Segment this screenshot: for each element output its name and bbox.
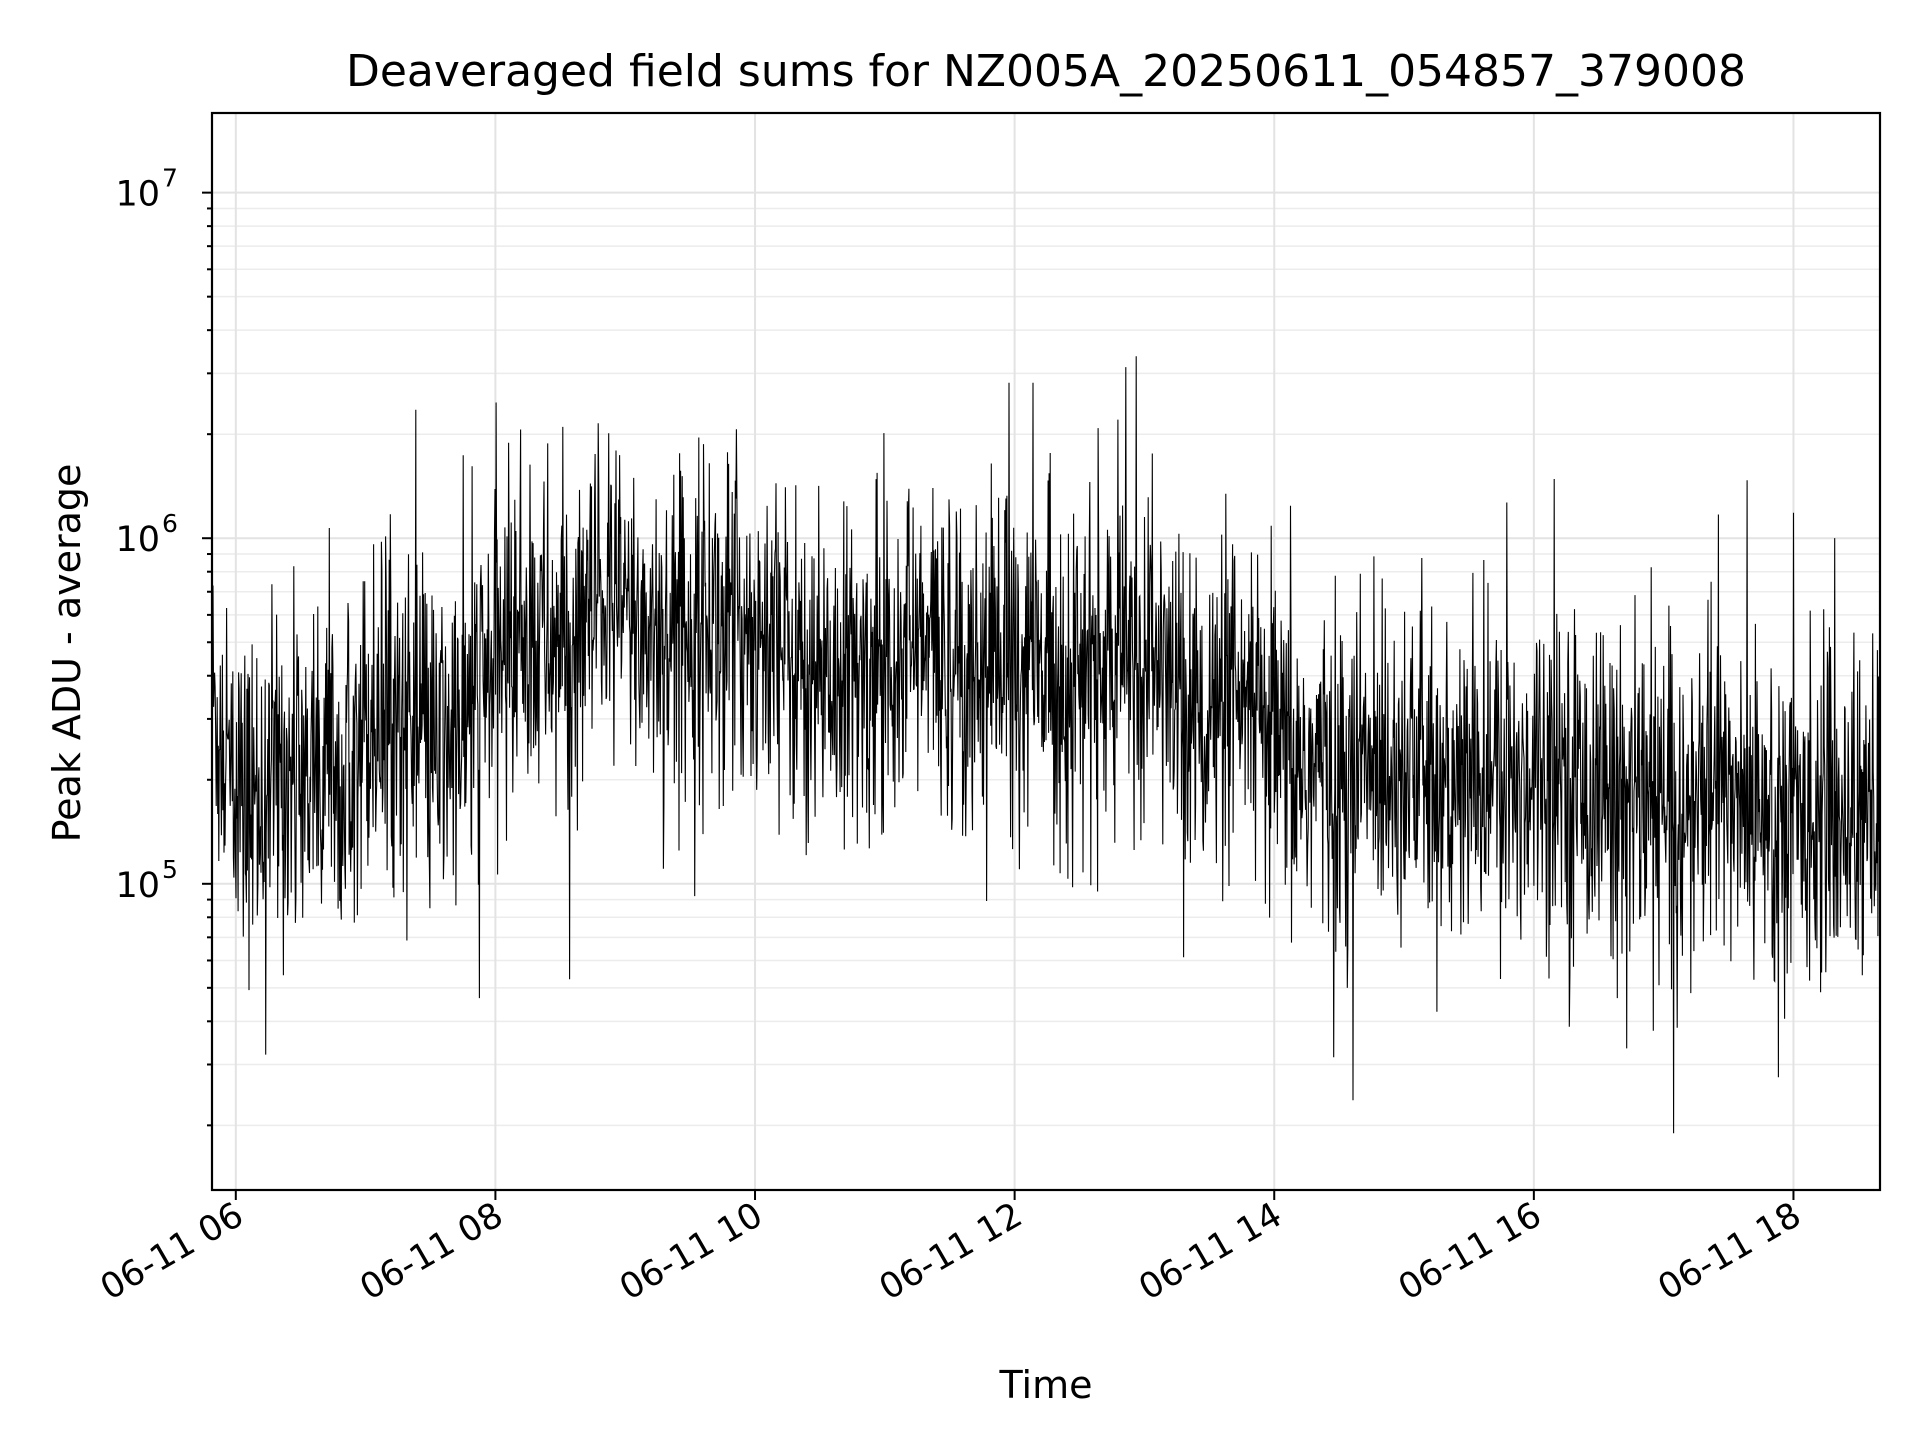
series-line bbox=[211, 356, 1881, 1134]
y-tick-label: 10 bbox=[115, 866, 160, 906]
y-tick-label: 10 bbox=[115, 175, 160, 215]
y-tick-exponent: 6 bbox=[162, 509, 178, 538]
y-axis-label: Peak ADU - average bbox=[45, 464, 89, 843]
y-tick-label: 10 bbox=[115, 520, 160, 560]
chart-title: Deaveraged field sums for NZ005A_2025061… bbox=[346, 46, 1746, 97]
data-area bbox=[211, 356, 1881, 1134]
y-tick-exponent: 7 bbox=[162, 164, 178, 193]
plot-frame bbox=[210, 111, 1882, 1192]
x-axis-label: Time bbox=[999, 1363, 1093, 1407]
y-tick-exponent: 5 bbox=[162, 855, 178, 884]
